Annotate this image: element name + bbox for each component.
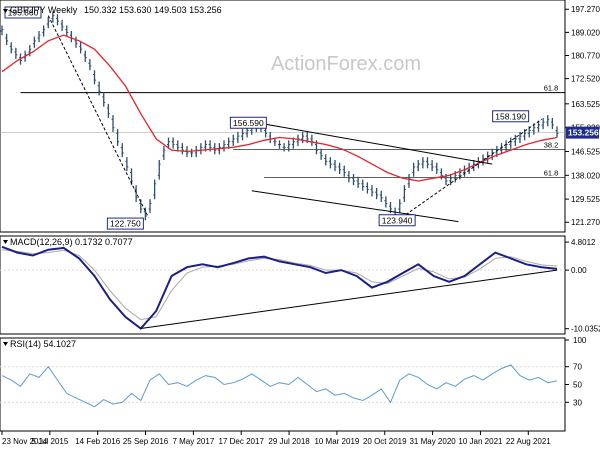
macd-header: MACD(12,26,9) 0.1732 0.7077 — [3, 237, 133, 247]
rsi-y-tick-label: 30 — [573, 398, 582, 407]
macd-y-tick-label: 0.00 — [571, 266, 587, 275]
price-label-text: 123.940 — [382, 215, 413, 225]
fibonacci-lines — [0, 92, 565, 178]
x-tick-label: 22 Aug 2021 — [506, 437, 551, 446]
rsi-lines — [1, 364, 558, 408]
price-panel-frame — [0, 0, 566, 233]
x-tick-label: 23 Nov 2014 — [2, 437, 48, 446]
price-panel-ohlc: 150.332 153.630 149.503 153.256 — [84, 5, 222, 15]
price-label-box — [229, 116, 267, 129]
price-label-text: 122.750 — [110, 219, 141, 229]
macd-panel-frame — [0, 235, 566, 335]
trend-lines — [47, 15, 542, 223]
price-y-tick-label: 146.525 — [571, 147, 600, 156]
price-label-box — [4, 6, 42, 19]
rsi-panel-title: RSI(14) 54.1027 — [10, 339, 76, 349]
price-trendline — [405, 118, 542, 215]
price-label-text: 158.190 — [495, 111, 526, 121]
rsi-y-axis: 100 70 50 30 — [565, 336, 587, 407]
price-label-text: 156.590 — [233, 118, 264, 128]
macd-y-tick-label: 4.8012 — [571, 238, 596, 247]
price-trendline — [245, 120, 493, 165]
macd-panel-title: MACD(12,26,9) 0.1732 0.7077 — [10, 237, 133, 247]
price-label-text: 195.860 — [8, 8, 39, 18]
price-trendline — [251, 190, 459, 223]
x-tick-label: 10 Mar 2019 — [314, 437, 359, 446]
x-tick-label: 29 Jul 2018 — [268, 437, 310, 446]
rsi-line — [1, 364, 558, 408]
x-tick-label: 20 Oct 2019 — [363, 437, 407, 446]
price-label-box — [106, 217, 144, 230]
current-price-label: 153.256 — [568, 128, 599, 138]
price-y-tick-label: 163.525 — [571, 100, 600, 109]
rsi-y-tick-label: 50 — [573, 381, 582, 390]
fib-label: 38.2 — [544, 141, 559, 150]
x-tick-label: 5 Jul 2015 — [31, 437, 68, 446]
fib-label: 61.8 — [544, 84, 559, 93]
x-tick-label: 10 Jan 2021 — [458, 437, 503, 446]
x-tick-label: 25 Sep 2016 — [123, 437, 169, 446]
rsi-y-tick-label: 70 — [573, 363, 582, 372]
price-lines — [1, 34, 558, 182]
price-header: GBPJPY Weekly 150.332 153.630 149.503 15… — [3, 5, 222, 15]
price-panel-title: GBPJPY Weekly — [10, 5, 78, 15]
watermark-text: ActionForex.com — [271, 53, 421, 75]
price-bars-series — [0, 11, 559, 221]
dropdown-triangle-icon — [3, 9, 8, 13]
price-y-tick-label: 197.270 — [571, 5, 600, 14]
price-y-tick-label: 172.520 — [571, 75, 600, 84]
rsi-dropdown-triangle-icon — [3, 342, 8, 346]
macd-signal-line — [1, 249, 558, 321]
current-price-box — [566, 126, 599, 139]
price-y-tick-label: 129.525 — [571, 195, 600, 204]
ema-line — [1, 34, 558, 182]
macd-y-tick-label: -10.0352 — [571, 325, 600, 334]
x-tick-label: 17 Dec 2017 — [219, 437, 265, 446]
macd-line — [1, 245, 558, 330]
x-tick-label: 31 May 2020 — [409, 437, 456, 446]
x-tick-label: 7 May 2017 — [172, 437, 214, 446]
macd-lines — [1, 245, 558, 330]
rsi-y-tick-label: 100 — [573, 336, 587, 345]
x-tick-label: 14 Feb 2016 — [75, 437, 120, 446]
price-y-tick-label: 189.020 — [571, 28, 600, 37]
macd-trendline — [140, 269, 558, 329]
price-label-box — [378, 214, 416, 227]
macd-dropdown-triangle-icon — [3, 240, 8, 244]
price-y-tick-label: 138.020 — [571, 171, 600, 180]
price-y-tick-label: 180.770 — [571, 51, 600, 60]
price-annotations: 195.860 122.750 156.590 123.940 158.190 61.8 3… — [4, 6, 599, 230]
macd-y-axis: 4.8012 0.00 -10.0352 — [565, 238, 600, 334]
price-y-tick-label: 121.270 — [571, 218, 600, 227]
price-label-box — [492, 110, 530, 123]
rsi-header: RSI(14) 54.1027 — [3, 339, 76, 349]
fib-label: 61.8 — [544, 169, 559, 178]
price-trendline — [47, 15, 149, 218]
